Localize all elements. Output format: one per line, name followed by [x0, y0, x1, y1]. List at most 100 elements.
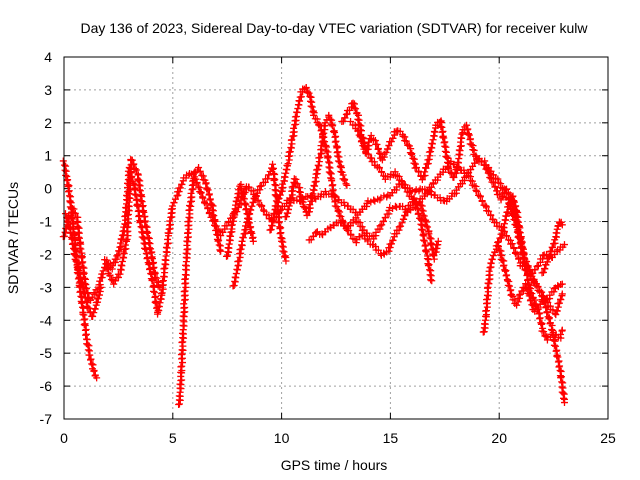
- data-point: [427, 276, 435, 284]
- data-point: [176, 380, 184, 388]
- data-point: [499, 223, 507, 231]
- data-point: [78, 283, 86, 291]
- data-point: [179, 312, 187, 320]
- data-point: [480, 320, 488, 328]
- data-point: [320, 129, 328, 137]
- data-point: [410, 159, 418, 167]
- data-point: [164, 235, 172, 243]
- data-point: [476, 193, 484, 201]
- data-point: [483, 291, 491, 299]
- data-point: [560, 241, 568, 249]
- data-point: [113, 252, 121, 260]
- data-point: [202, 180, 210, 188]
- x-tick-label: 5: [169, 430, 177, 446]
- data-point: [331, 202, 339, 210]
- data-point: [508, 240, 516, 248]
- data-point: [154, 282, 162, 290]
- data-point: [275, 195, 283, 203]
- data-point: [506, 282, 514, 290]
- data-point: [331, 138, 339, 146]
- data-point: [99, 267, 107, 275]
- x-tick-label: 15: [383, 430, 399, 446]
- data-point: [428, 277, 436, 285]
- data-point: [182, 261, 190, 269]
- data-point: [124, 202, 132, 210]
- data-point: [547, 247, 555, 255]
- x-tick-label: 25: [600, 430, 616, 446]
- data-point: [123, 235, 131, 243]
- data-point: [502, 272, 510, 280]
- data-point: [181, 287, 189, 295]
- chart-title: Day 136 of 2023, Sidereal Day-to-day VTE…: [80, 20, 588, 36]
- data-point: [282, 213, 290, 221]
- data-point: [117, 235, 125, 243]
- x-tick-label: 20: [491, 430, 507, 446]
- data-point: [503, 232, 511, 240]
- data-point: [553, 307, 561, 315]
- data-point: [77, 278, 85, 286]
- series-track-3: [61, 210, 105, 321]
- data-point: [418, 176, 426, 184]
- data-point: [333, 149, 341, 157]
- data-point: [417, 225, 425, 233]
- data-point: [283, 209, 291, 217]
- data-point: [325, 111, 333, 119]
- data-point: [231, 273, 239, 281]
- data-point: [552, 311, 560, 319]
- data-point: [150, 287, 158, 295]
- data-point: [281, 253, 289, 261]
- data-point: [187, 189, 195, 197]
- data-point: [509, 197, 517, 205]
- data-point: [486, 271, 494, 279]
- data-point: [557, 331, 565, 339]
- data-point: [128, 156, 136, 164]
- data-point: [132, 166, 140, 174]
- data-point: [350, 104, 358, 112]
- data-point: [86, 351, 94, 359]
- data-point: [557, 295, 565, 303]
- data-point: [389, 134, 397, 142]
- data-point: [308, 194, 316, 202]
- y-tick-label: -2: [40, 246, 53, 262]
- data-point: [62, 171, 70, 179]
- data-point: [197, 189, 205, 197]
- data-point: [180, 300, 188, 308]
- data-point: [485, 267, 493, 275]
- data-point: [318, 145, 326, 153]
- data-point: [217, 247, 225, 255]
- data-point: [434, 237, 442, 245]
- data-point: [454, 158, 462, 166]
- data-point: [168, 202, 176, 210]
- data-point: [143, 229, 151, 237]
- data-point: [285, 202, 293, 210]
- data-point: [382, 148, 390, 156]
- data-point: [463, 126, 471, 134]
- data-point: [170, 198, 178, 206]
- series-track-12: [347, 117, 442, 263]
- data-point: [534, 283, 542, 291]
- data-point: [439, 133, 447, 141]
- data-point: [329, 187, 337, 195]
- data-point: [425, 155, 433, 163]
- data-point: [77, 245, 85, 253]
- data-point: [287, 195, 295, 203]
- data-point: [184, 229, 192, 237]
- point-layer: [59, 84, 569, 408]
- data-point: [548, 243, 556, 251]
- y-tick-label: -3: [40, 279, 53, 295]
- y-tick-label: 4: [44, 49, 52, 65]
- data-point: [423, 248, 431, 256]
- data-point: [425, 230, 433, 238]
- data-point: [421, 247, 429, 255]
- data-point: [175, 392, 183, 400]
- y-tick-label: 3: [44, 82, 52, 98]
- data-point: [553, 352, 561, 360]
- data-point: [465, 131, 473, 139]
- data-point: [550, 341, 558, 349]
- data-point: [117, 261, 125, 269]
- data-point: [513, 301, 521, 309]
- data-point: [80, 321, 88, 329]
- data-point: [419, 211, 427, 219]
- data-point: [226, 232, 234, 240]
